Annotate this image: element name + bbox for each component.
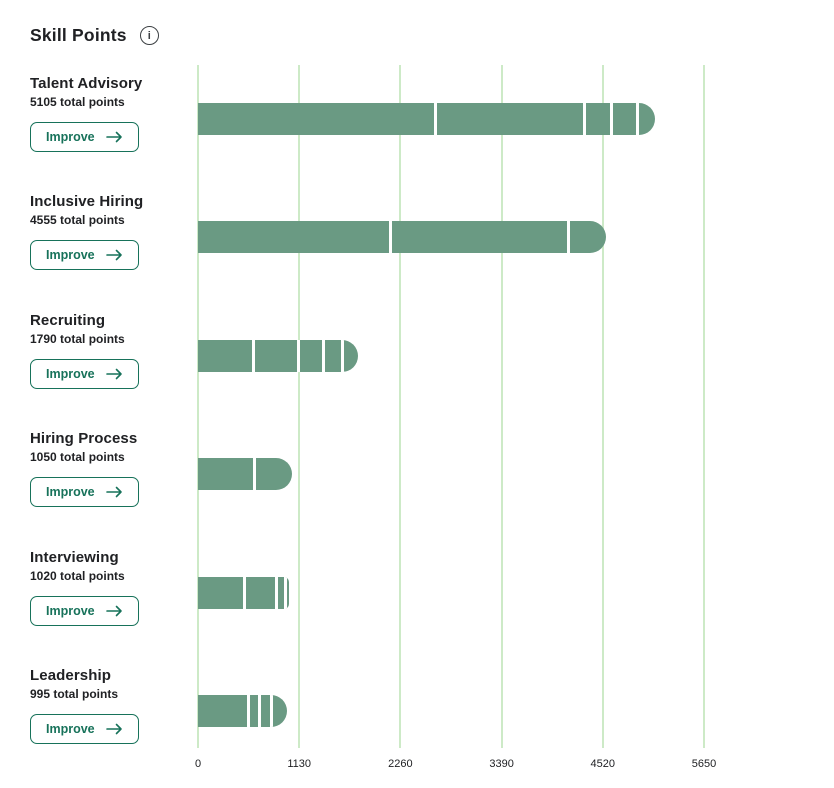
bar-segment [610,103,637,135]
bar-segment [341,339,359,372]
axis-tick-label: 3390 [489,758,514,770]
bar-segment [434,103,583,135]
skill-total-points: 4555 total points [30,213,125,228]
arrow-right-icon [105,368,123,380]
skill-label-block: Inclusive Hiring 4555 total points Improve [30,193,195,271]
gridline [399,65,402,748]
bar-segment [582,103,611,135]
bar-segment [246,695,258,727]
gridline [298,65,301,748]
improve-button[interactable]: Improve [30,358,139,389]
skill-row: Leadership 995 total points Improve [0,667,834,785]
skill-row: Hiring Process 1050 total points Improve [0,430,834,548]
improve-button[interactable]: Improve [30,122,139,152]
arrow-right-icon [105,131,123,143]
bar-segment [253,458,293,491]
gridline [500,65,503,748]
bar-segment [198,339,252,372]
gridline [197,65,199,748]
skill-total-points: 1050 total points [30,450,125,465]
skill-label-block: Recruiting 1790 total points Improve [30,312,195,389]
bar-segment [297,339,322,372]
axis-tick-label: 5650 [691,758,717,770]
arrow-right-icon [105,486,123,498]
arrow-right-icon [105,605,123,617]
improve-button-label: Improve [46,248,95,263]
skill-total-points: 995 total points [30,687,119,701]
bar-segment [636,103,656,135]
improve-button[interactable]: Improve [30,714,139,744]
gridline [601,65,604,748]
improve-button-label: Improve [46,366,95,381]
bar-segment [198,458,254,491]
bar-segment [198,576,243,609]
skill-total-points: 5105 total points [30,95,125,109]
improve-button[interactable]: Improve [30,240,139,271]
improve-button-label: Improve [46,130,95,144]
improve-button-label: Improve [46,722,95,736]
axis-labels: 0 1130 2260 3390 4520 5650 [194,758,716,774]
arrow-right-icon [105,723,123,735]
skill-label-block: Talent Advisory 5105 total points Improve [30,75,195,152]
skill-row: Talent Advisory 5105 total points Improve [0,75,834,193]
skill-total-points: 1020 total points [30,568,125,583]
axis-tick-label: 2260 [388,758,413,770]
improve-button[interactable]: Improve [30,477,139,508]
bar-segment [257,695,270,727]
bar-segment [198,103,435,135]
axis-tick-label: 4520 [590,758,616,770]
arrow-right-icon [105,249,123,261]
skill-name: Hiring Process [30,430,138,448]
skill-label-block: Hiring Process 1050 total points Improve [30,430,195,508]
skill-name: Talent Advisory [30,75,143,92]
improve-button-label: Improve [46,603,95,618]
bar-segment [198,221,390,254]
improve-button-label: Improve [46,485,95,500]
info-icon[interactable]: i [139,26,159,45]
bar-segment [389,221,567,254]
skill-row: Recruiting 1790 total points Improve [0,312,834,430]
axis-tick-label: 0 [194,758,202,770]
skill-row: Inclusive Hiring 4555 total points Improve [0,193,834,311]
skill-total-points: 1790 total points [30,331,125,346]
plot-area [197,65,705,748]
header: Skill Points i [30,25,159,46]
bar-segment [283,576,290,609]
bar-segment [198,695,247,727]
page-title: Skill Points [30,25,127,45]
skill-name: Inclusive Hiring [30,193,144,211]
skill-name: Recruiting [30,311,106,329]
bar-segment [321,339,342,372]
bar-segment [251,339,298,372]
skill-name: Leadership [30,667,112,684]
skill-label-block: Leadership 995 total points Improve [30,667,195,744]
bar-segment [269,695,288,727]
bar-segment [274,576,284,609]
skill-name: Interviewing [30,548,119,566]
skill-row: Interviewing 1020 total points Improve [0,549,834,667]
bar-segment [566,221,606,254]
bar-segment [242,576,275,609]
axis-tick-label: 1130 [287,758,312,770]
skill-label-block: Interviewing 1020 total points Improve [30,549,195,626]
gridline [703,65,705,748]
improve-button[interactable]: Improve [30,595,139,626]
